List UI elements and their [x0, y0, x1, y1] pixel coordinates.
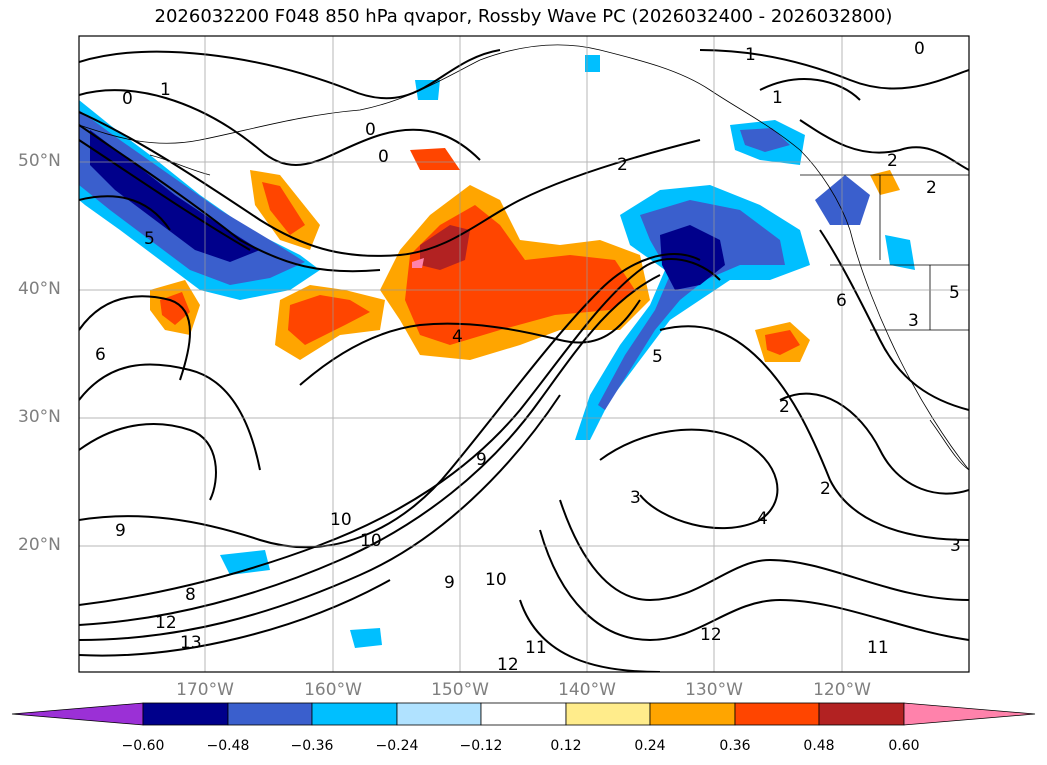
contour-label: 3	[630, 488, 641, 508]
negative-band-nw-core	[79, 110, 305, 285]
contour-label: 5	[949, 283, 960, 303]
colorbar-tick: −0.60	[121, 738, 165, 754]
contour-label: 2	[617, 155, 628, 175]
negative-sea-small2	[350, 628, 382, 648]
lat-label-20n: 20°N	[18, 535, 61, 555]
positive-blob-west-core	[288, 295, 370, 345]
colorbar-swatch	[818, 702, 905, 726]
colorbar-swatch	[480, 702, 567, 726]
contour-label: 10	[360, 531, 382, 551]
gridlines	[79, 36, 969, 672]
colorbar-swatch	[649, 702, 736, 726]
contour-label: 2	[926, 178, 937, 198]
positive-east-blob-core	[765, 330, 800, 355]
lon-label-120w: 120°W	[813, 680, 871, 700]
contour-label: 5	[652, 347, 663, 367]
contour-label: 9	[444, 573, 455, 593]
map-frame	[78, 35, 970, 673]
contour-label: 4	[452, 327, 463, 347]
negative-sea-small3	[585, 55, 600, 72]
colorbar-tick: −0.12	[459, 738, 503, 754]
contour-label: 6	[836, 291, 847, 311]
contour-label: 0	[365, 120, 376, 140]
borders	[800, 174, 969, 331]
colorbar-tick: 0.12	[550, 738, 582, 754]
positive-coast-pair	[870, 170, 900, 195]
colorbar-swatch	[734, 702, 820, 726]
lat-label-40n: 40°N	[18, 279, 61, 299]
contour-label: 12	[155, 613, 177, 633]
colorbar-swatch	[565, 702, 651, 726]
negative-ne-3	[885, 235, 915, 270]
negative-sea-small	[220, 550, 270, 575]
contour-label: 9	[476, 450, 487, 470]
contour-label: 0	[122, 89, 133, 109]
map-area	[79, 36, 969, 672]
colorbar-tick: 0.48	[803, 738, 835, 754]
contour-label: 2	[820, 479, 831, 499]
contour-label: 13	[180, 633, 202, 653]
colorbar-tick: 0.24	[634, 738, 666, 754]
lon-label-170w: 170°W	[176, 680, 234, 700]
contour-label: 10	[330, 510, 352, 530]
contour-label: 12	[700, 625, 722, 645]
lon-label-150w: 150°W	[431, 680, 489, 700]
contour-label: 6	[95, 345, 106, 365]
lon-label-160w: 160°W	[304, 680, 362, 700]
positive-plume-pink	[412, 258, 424, 268]
map-title: 2026032200 F048 850 hPa qvapor, Rossby W…	[154, 6, 893, 27]
contour-label: 3	[950, 536, 961, 556]
contour-label: 12	[497, 655, 519, 675]
colorbar	[11, 702, 1036, 726]
colorbar-extend-right	[903, 702, 1036, 726]
contour-label: 1	[772, 88, 783, 108]
colorbar-tick: −0.36	[290, 738, 334, 754]
coastline	[79, 44, 969, 471]
lat-label-30n: 30°N	[18, 407, 61, 427]
lon-label-130w: 130°W	[685, 680, 743, 700]
contour-label: 1	[160, 80, 171, 100]
negative-band-nw-deep	[90, 130, 260, 262]
contour-label: 2	[779, 397, 790, 417]
positive-blob-n2	[410, 148, 460, 170]
contour-label: 9	[115, 521, 126, 541]
contour-label: 3	[908, 311, 919, 331]
colorbar-extend-left	[11, 702, 144, 726]
colorbar-swatch	[142, 702, 229, 726]
contour-label: 10	[485, 570, 507, 590]
contour-label: 5	[144, 229, 155, 249]
lon-label-140w: 140°W	[558, 680, 616, 700]
contour-lines	[79, 49, 969, 672]
colorbar-swatch	[227, 702, 313, 726]
colorbar-tick: −0.24	[375, 738, 419, 754]
lat-label-50n: 50°N	[18, 151, 61, 171]
negative-ne-4	[415, 80, 440, 100]
colorbar-tick: 0.60	[888, 738, 920, 754]
negative-trough-east-mid	[598, 200, 785, 410]
contour-label: 0	[378, 147, 389, 167]
contour-label: 2	[887, 151, 898, 171]
colorbar-swatch	[311, 702, 398, 726]
contour-label: 8	[185, 585, 196, 605]
positive-blob-north-core	[262, 182, 305, 235]
colorbar-tick: 0.36	[719, 738, 751, 754]
contour-label: 1	[745, 45, 756, 65]
contour-label: 11	[867, 638, 889, 658]
contour-label: 4	[757, 509, 768, 529]
contour-label: 11	[525, 638, 547, 658]
colorbar-swatch	[396, 702, 482, 726]
contour-labels: 1 0 0 0 0 1 1 2 2 2 5 6 4 3 5 2 3 4 9 9 …	[95, 39, 961, 675]
negative-ne-coast-core	[740, 128, 790, 152]
colorbar-tick: −0.48	[206, 738, 250, 754]
contour-label: 0	[914, 39, 925, 59]
shaded-regions	[79, 55, 915, 648]
